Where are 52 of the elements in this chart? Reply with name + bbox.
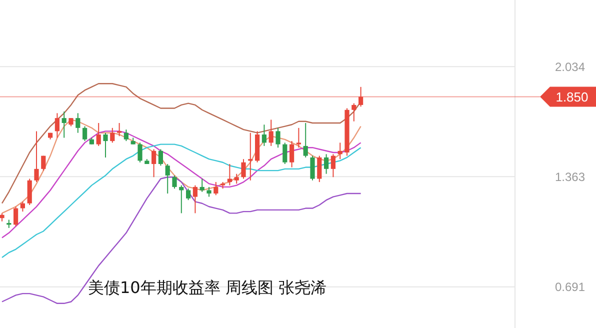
candlestick — [324, 154, 329, 174]
candlestick — [62, 111, 66, 138]
candlestick — [310, 155, 315, 181]
candlestick — [27, 178, 32, 206]
y-tick-label: 0.691 — [554, 280, 586, 294]
text: 美债10年期收益率 周线图 张尧浠 — [88, 278, 327, 297]
candlestick — [110, 127, 115, 144]
candlestick — [303, 122, 308, 158]
candlestick — [276, 127, 280, 148]
line-series — [1, 119, 362, 214]
candlestick — [54, 112, 60, 138]
candlestick — [138, 142, 142, 163]
candlestick — [282, 142, 288, 164]
candlestick — [34, 130, 39, 183]
candlestick — [200, 178, 204, 192]
candlestick — [338, 142, 342, 160]
candlestick — [103, 132, 108, 158]
y-tick-label: 2.034 — [554, 60, 586, 74]
candlestick — [152, 148, 156, 178]
candlestick — [330, 154, 336, 178]
line-series — [1, 176, 362, 304]
candlestick — [358, 86, 364, 108]
candlestick — [206, 186, 212, 198]
candlestick — [317, 155, 322, 183]
candlestick — [179, 184, 184, 214]
candlestick — [186, 188, 191, 201]
candlestick — [82, 126, 88, 142]
candlestick — [20, 201, 25, 212]
candlestick — [248, 132, 253, 181]
line-series — [1, 130, 362, 238]
candlestick — [214, 182, 218, 196]
candlestick — [241, 158, 246, 180]
candlestick — [96, 122, 101, 146]
ref-line-label: 1.850 — [556, 89, 588, 104]
candlestick — [165, 164, 170, 194]
y-tick-label: 1.363 — [554, 170, 586, 184]
candlestick — [14, 206, 18, 227]
candlestick — [76, 112, 80, 134]
candlestick — [124, 129, 128, 142]
candlestick — [234, 173, 239, 184]
candlestick — [41, 155, 46, 172]
candlestick — [192, 184, 198, 214]
candlestick — [117, 122, 122, 137]
candlestick — [172, 174, 177, 190]
candlestick — [262, 124, 266, 146]
candlestick — [268, 119, 274, 146]
candlestick — [158, 148, 163, 166]
candlestick — [352, 102, 356, 122]
candlestick — [290, 140, 294, 168]
candlestick — [296, 127, 301, 148]
candlestick — [227, 164, 232, 186]
line-series — [1, 144, 362, 258]
